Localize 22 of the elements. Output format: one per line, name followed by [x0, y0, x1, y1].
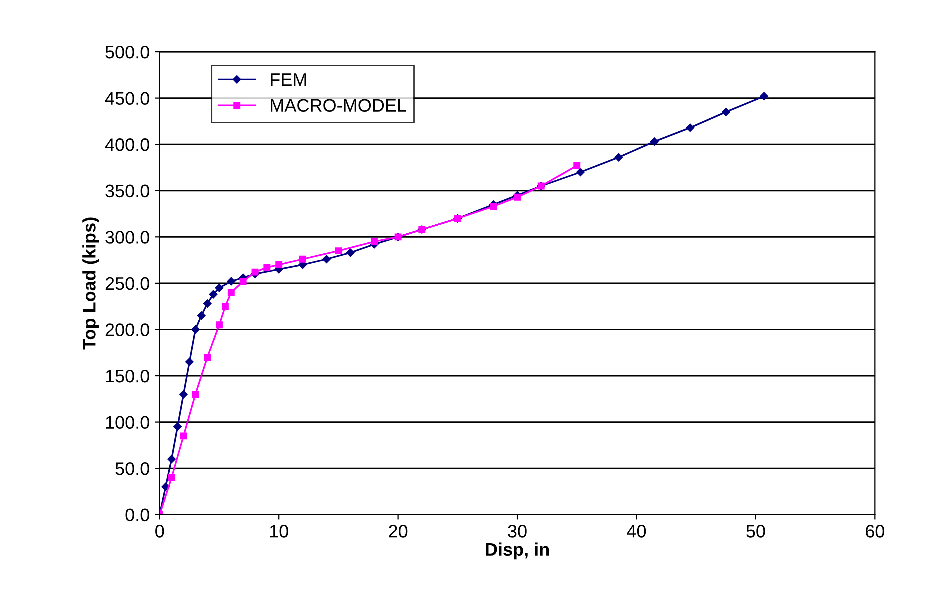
- y-tick-label: 0.0: [126, 508, 150, 522]
- y-tick-label: 150.0: [106, 370, 150, 383]
- x-tick-label: 10: [270, 525, 288, 538]
- x-axis-title: Disp, in: [486, 542, 550, 560]
- y-tick-label: 200.0: [106, 324, 150, 336]
- y-tick-label: 250.0: [106, 277, 150, 290]
- y-axis-title: Top Load (kips): [82, 218, 100, 350]
- y-tick-label: 400.0: [105, 138, 150, 152]
- y-tick-label: 300.0: [106, 231, 150, 244]
- y-tick-label: 450.0: [105, 92, 150, 106]
- x-tick-label: 20: [389, 525, 408, 538]
- y-tick-label: 350.0: [106, 184, 150, 198]
- x-tick-label: 50: [746, 525, 766, 538]
- x-tick-label: 60: [866, 525, 884, 538]
- y-tick-label: 100.0: [106, 416, 150, 430]
- legend-label: FEM: [271, 74, 306, 86]
- x-tick-label: 30: [508, 525, 527, 538]
- y-tick-label: 50.0: [116, 462, 150, 476]
- y-tick-label: 500.0: [106, 46, 150, 59]
- legend-label: MACRO-MODEL: [271, 99, 406, 112]
- x-tick-label: 0: [156, 525, 164, 538]
- x-tick-label: 40: [627, 525, 646, 538]
